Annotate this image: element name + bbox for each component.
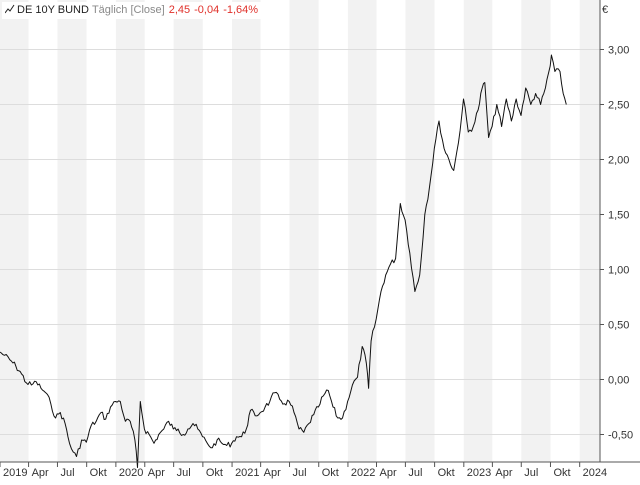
background-band xyxy=(434,0,464,462)
background-band xyxy=(405,0,435,462)
change-percent: -1,64% xyxy=(223,4,259,16)
background-band xyxy=(144,0,174,462)
x-tick-label: Okt xyxy=(90,467,107,479)
x-tick-label: Okt xyxy=(438,467,455,479)
instrument-name: DE 10Y BUND xyxy=(17,4,89,16)
x-tick-label: Apr xyxy=(495,467,512,479)
plot-background-bands xyxy=(0,0,600,462)
price-series-line xyxy=(0,54,567,468)
background-band xyxy=(86,0,116,462)
x-tick-label: Jul xyxy=(177,467,191,479)
background-band xyxy=(57,0,87,462)
y-tick-label: 1,50 xyxy=(608,210,629,222)
x-tick-label: Apr xyxy=(380,467,397,479)
x-tick-label: Apr xyxy=(32,467,49,479)
background-band xyxy=(550,0,580,462)
x-tick-label: Jul xyxy=(408,467,422,479)
y-tick-label: 2,50 xyxy=(608,100,629,112)
x-tick-label: Okt xyxy=(322,467,339,479)
background-band xyxy=(173,0,203,462)
x-tick-label: 2024 xyxy=(583,467,607,479)
background-band xyxy=(492,0,522,462)
change-value: -0,04 xyxy=(194,4,220,16)
x-tick-label: 2020 xyxy=(119,467,143,479)
x-tick-label: Okt xyxy=(553,467,570,479)
y-tick-label: 3,00 xyxy=(608,45,629,57)
background-band xyxy=(202,0,233,462)
x-tick-label: Apr xyxy=(264,467,281,479)
x-tick-label: Apr xyxy=(148,467,165,479)
x-tick-label: Jul xyxy=(524,467,538,479)
x-tick-label: 2023 xyxy=(467,467,491,479)
frequency-label: Täglich [Close] xyxy=(91,4,165,16)
background-band xyxy=(289,0,319,462)
background-band xyxy=(463,0,493,462)
currency-label: € xyxy=(602,4,609,16)
x-tick-label: Jul xyxy=(293,467,307,479)
background-band xyxy=(376,0,406,462)
chart-legend: DE 10Y BUND Täglich [Close] 2,45 -0,04 -1,64… xyxy=(2,2,262,19)
line-chart-icon xyxy=(5,4,15,14)
background-band xyxy=(347,0,377,462)
background-band xyxy=(318,0,348,462)
series-layer xyxy=(0,54,567,468)
background-band xyxy=(0,0,29,462)
background-band xyxy=(579,0,600,462)
x-tick-label: Jul xyxy=(60,467,74,479)
y-tick-label: 2,00 xyxy=(608,155,629,167)
background-band xyxy=(521,0,551,462)
background-band xyxy=(28,0,58,462)
y-tick-label: 1,00 xyxy=(608,265,629,277)
x-tick-label: 2019 xyxy=(3,467,27,479)
grid-lines xyxy=(0,49,600,435)
y-tick-label: -0,50 xyxy=(608,430,633,442)
x-tick-label: 2021 xyxy=(235,467,259,479)
background-band xyxy=(115,0,145,462)
y-tick-label: 0,50 xyxy=(608,320,629,332)
x-tick-label: Okt xyxy=(206,467,223,479)
background-band xyxy=(232,0,261,462)
x-tick-label: 2022 xyxy=(351,467,375,479)
background-band xyxy=(260,0,290,462)
last-value: 2,45 xyxy=(168,4,191,16)
y-tick-label: 0,00 xyxy=(608,375,629,387)
